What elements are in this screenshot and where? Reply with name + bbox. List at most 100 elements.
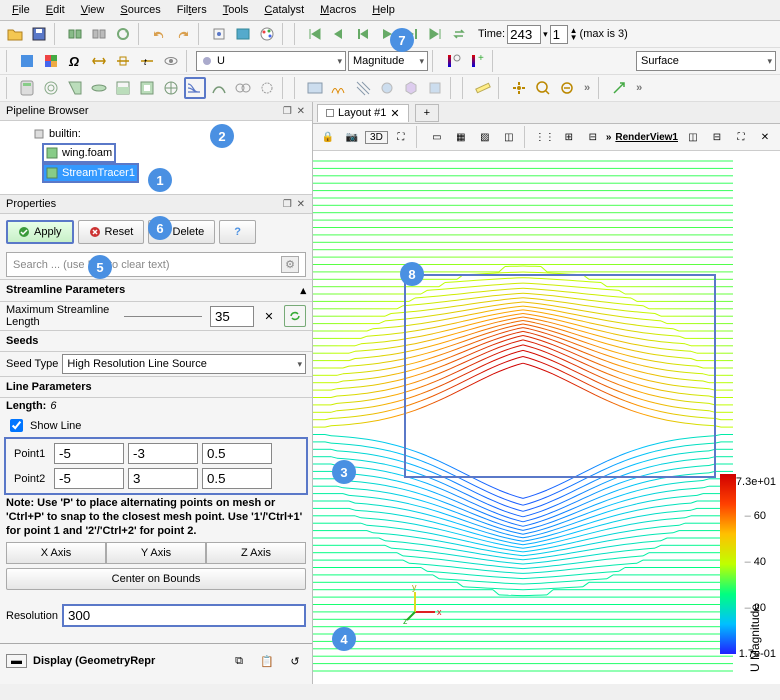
render-view[interactable]: 7.3e+01 – 60 – 40 – 20 1.7e-01 U Magnitu… [313, 151, 780, 684]
slice-filter-icon[interactable] [88, 77, 110, 99]
paste-icon[interactable]: 📋 [256, 650, 278, 672]
add-tab-button[interactable]: + [415, 104, 439, 122]
warp-filter-icon[interactable] [208, 77, 230, 99]
zoom-data-icon[interactable] [532, 77, 554, 99]
z-axis-button[interactable]: Z Axis [206, 542, 306, 564]
glyph-filter-icon[interactable] [160, 77, 182, 99]
sel1-icon[interactable]: ▭ [426, 126, 448, 148]
seed-type-combo[interactable]: High Resolution Line Source [62, 354, 306, 374]
clear-icon[interactable]: ✕ [258, 305, 280, 327]
menu-filters[interactable]: Filters [169, 2, 215, 18]
view-3-icon[interactable] [352, 77, 374, 99]
extract-level-icon[interactable] [256, 77, 278, 99]
group-filter-icon[interactable] [232, 77, 254, 99]
separate-colormap-icon[interactable]: + [466, 50, 488, 72]
connect-icon[interactable] [64, 23, 86, 45]
menu-tools[interactable]: Tools [215, 2, 257, 18]
pipeline-tree[interactable]: builtin: wing.foam StreamTracer1 [0, 121, 312, 195]
first-frame-icon[interactable] [304, 23, 326, 45]
panel-controls[interactable]: ❐ ✕ [283, 106, 306, 117]
extract-filter-icon[interactable] [136, 77, 158, 99]
reset-zoom-icon[interactable] [556, 77, 578, 99]
p1x-input[interactable] [54, 443, 124, 464]
sel7-icon[interactable]: ⊟ [582, 126, 604, 148]
screenshot-icon[interactable]: 📷 [341, 126, 363, 148]
representation-combo[interactable]: Surface [636, 51, 776, 71]
time-value-input[interactable] [507, 25, 541, 44]
reset-button[interactable]: Reset [78, 220, 145, 244]
undo-icon[interactable] [148, 23, 170, 45]
p1z-input[interactable] [202, 443, 272, 464]
3d-toggle[interactable]: 3D [365, 131, 388, 144]
menu-file[interactable]: File [4, 2, 38, 18]
panel-controls-2[interactable]: ❐ ✕ [283, 199, 306, 210]
ruler-icon[interactable] [472, 77, 494, 99]
view-6-icon[interactable] [424, 77, 446, 99]
sel2-icon[interactable]: ▦ [450, 126, 472, 148]
menu-view[interactable]: View [73, 2, 113, 18]
p2z-input[interactable] [202, 468, 272, 489]
center-bounds-button[interactable]: Center on Bounds [6, 568, 306, 590]
rescale-visible-icon[interactable]: t [136, 50, 158, 72]
split-v-icon[interactable]: ⊟ [706, 126, 728, 148]
reload-icon[interactable] [112, 23, 134, 45]
apply-button[interactable]: Apply [6, 220, 74, 244]
collapse-icon[interactable]: ▬ [6, 654, 27, 668]
view-2-icon[interactable] [328, 77, 350, 99]
lock-icon[interactable]: 🔒 [317, 126, 339, 148]
find-data-icon[interactable] [232, 23, 254, 45]
rescale-range-icon[interactable] [88, 50, 110, 72]
save-icon[interactable] [28, 23, 50, 45]
menu-macros[interactable]: Macros [312, 2, 364, 18]
prev-frame-icon[interactable] [328, 23, 350, 45]
redo-icon[interactable] [172, 23, 194, 45]
loop-icon[interactable] [448, 23, 470, 45]
show-line-checkbox[interactable] [10, 419, 23, 432]
next-frame-icon[interactable] [400, 23, 422, 45]
p2y-input[interactable] [128, 468, 198, 489]
calculator-filter-icon[interactable] [16, 77, 38, 99]
p1y-input[interactable] [128, 443, 198, 464]
refresh-icon[interactable] [284, 305, 306, 327]
sel5-icon[interactable]: ⋮⋮ [534, 126, 556, 148]
tree-item-wingfoam[interactable]: wing.foam [42, 143, 116, 163]
reset-camera-icon[interactable] [508, 77, 530, 99]
rescale-custom-icon[interactable] [112, 50, 134, 72]
contour-filter-icon[interactable] [40, 77, 62, 99]
menu-sources[interactable]: Sources [112, 2, 168, 18]
y-axis-button[interactable]: Y Axis [106, 542, 206, 564]
view-4-icon[interactable] [376, 77, 398, 99]
menu-edit[interactable]: Edit [38, 2, 73, 18]
color-by-scalar-icon[interactable] [16, 50, 38, 72]
layout-tab[interactable]: Layout #1 ✕ [317, 104, 409, 122]
display-section-header[interactable]: Display (GeometryRepr [33, 655, 155, 667]
color-array-combo[interactable]: U [196, 51, 346, 71]
time-step-input[interactable] [550, 25, 568, 44]
renderview-label[interactable]: RenderView1 [615, 132, 678, 143]
menu-help[interactable]: Help [364, 2, 403, 18]
close-view-icon[interactable]: ✕ [754, 126, 776, 148]
color-palette-icon[interactable] [256, 23, 278, 45]
play-back-icon[interactable] [352, 23, 374, 45]
gear-icon[interactable]: ⚙ [281, 256, 299, 273]
eye-icon[interactable] [160, 50, 182, 72]
p2x-input[interactable] [54, 468, 124, 489]
view-5-icon[interactable] [400, 77, 422, 99]
copy-icon[interactable]: ⧉ [228, 650, 250, 672]
color-by-block-icon[interactable] [40, 50, 62, 72]
last-frame-icon[interactable] [424, 23, 446, 45]
max-length-input[interactable] [210, 306, 254, 327]
resolution-input[interactable] [62, 604, 306, 627]
tree-root[interactable]: builtin: [30, 125, 308, 143]
section-line[interactable]: Line Parameters [0, 376, 312, 398]
view-1-icon[interactable] [304, 77, 326, 99]
sel3-icon[interactable]: ▨ [474, 126, 496, 148]
help-button[interactable]: ? [219, 220, 256, 244]
rescale-icon[interactable]: Ω [64, 50, 86, 72]
color-component-combo[interactable]: Magnitude [348, 51, 428, 71]
sel4-icon[interactable]: ◫ [498, 126, 520, 148]
section-seeds[interactable]: Seeds [0, 330, 312, 352]
open-icon[interactable] [4, 23, 26, 45]
cam-icon[interactable]: ⛶ [390, 126, 412, 148]
edit-colormap-icon[interactable] [442, 50, 464, 72]
